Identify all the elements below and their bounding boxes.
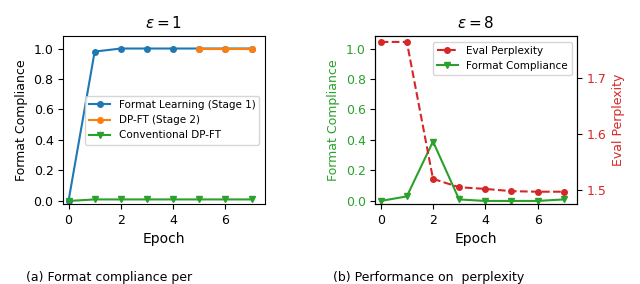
Format Compliance: [508, 199, 515, 203]
Eval Perplexity: [560, 190, 568, 193]
Title: $\varepsilon = 8$: $\varepsilon = 8$: [458, 15, 495, 31]
DP-FT (Stage 2): [195, 47, 203, 50]
Title: $\varepsilon = 1$: $\varepsilon = 1$: [145, 15, 182, 31]
Conventional DP-FT: [91, 198, 99, 201]
Format Compliance: [560, 198, 568, 201]
Format Learning (Stage 1): [170, 47, 177, 50]
Eval Perplexity: [403, 40, 411, 44]
Text: (a) Format compliance per: (a) Format compliance per: [26, 271, 192, 284]
Format Learning (Stage 1): [195, 47, 203, 50]
Conventional DP-FT: [221, 198, 229, 201]
Format Compliance: [534, 199, 541, 203]
Format Compliance: [377, 199, 385, 203]
DP-FT (Stage 2): [221, 47, 229, 50]
Conventional DP-FT: [195, 198, 203, 201]
X-axis label: Epoch: Epoch: [143, 232, 185, 246]
Eval Perplexity: [377, 40, 385, 44]
Format Compliance: [455, 198, 463, 201]
Legend: Eval Perplexity, Format Compliance: Eval Perplexity, Format Compliance: [433, 41, 572, 75]
Eval Perplexity: [481, 187, 489, 191]
Y-axis label: Eval Perplexity: Eval Perplexity: [612, 74, 625, 166]
Line: Format Learning (Stage 1): Format Learning (Stage 1): [66, 46, 254, 204]
Eval Perplexity: [429, 177, 437, 181]
Format Learning (Stage 1): [65, 199, 72, 203]
Conventional DP-FT: [65, 199, 72, 203]
Line: Conventional DP-FT: Conventional DP-FT: [66, 197, 254, 204]
Format Compliance: [429, 140, 437, 143]
Legend: Format Learning (Stage 1), DP-FT (Stage 2), Conventional DP-FT: Format Learning (Stage 1), DP-FT (Stage …: [85, 96, 259, 145]
Y-axis label: Format Compliance: Format Compliance: [327, 59, 340, 181]
Line: Eval Perplexity: Eval Perplexity: [378, 39, 566, 195]
Conventional DP-FT: [248, 198, 255, 201]
Format Compliance: [481, 199, 489, 203]
Format Learning (Stage 1): [91, 50, 99, 53]
X-axis label: Epoch: Epoch: [455, 232, 497, 246]
Eval Perplexity: [508, 189, 515, 193]
Line: Format Compliance: Format Compliance: [378, 139, 566, 204]
Eval Perplexity: [534, 190, 541, 193]
Conventional DP-FT: [170, 198, 177, 201]
Format Compliance: [403, 195, 411, 198]
Format Learning (Stage 1): [117, 47, 125, 50]
Format Learning (Stage 1): [143, 47, 151, 50]
Eval Perplexity: [455, 185, 463, 189]
Line: DP-FT (Stage 2): DP-FT (Stage 2): [196, 46, 254, 51]
DP-FT (Stage 2): [248, 47, 255, 50]
Conventional DP-FT: [143, 198, 151, 201]
Y-axis label: Format Compliance: Format Compliance: [15, 59, 28, 181]
Conventional DP-FT: [117, 198, 125, 201]
Text: (b) Performance on  perplexity: (b) Performance on perplexity: [333, 271, 524, 284]
Format Learning (Stage 1): [221, 47, 229, 50]
Format Learning (Stage 1): [248, 47, 255, 50]
